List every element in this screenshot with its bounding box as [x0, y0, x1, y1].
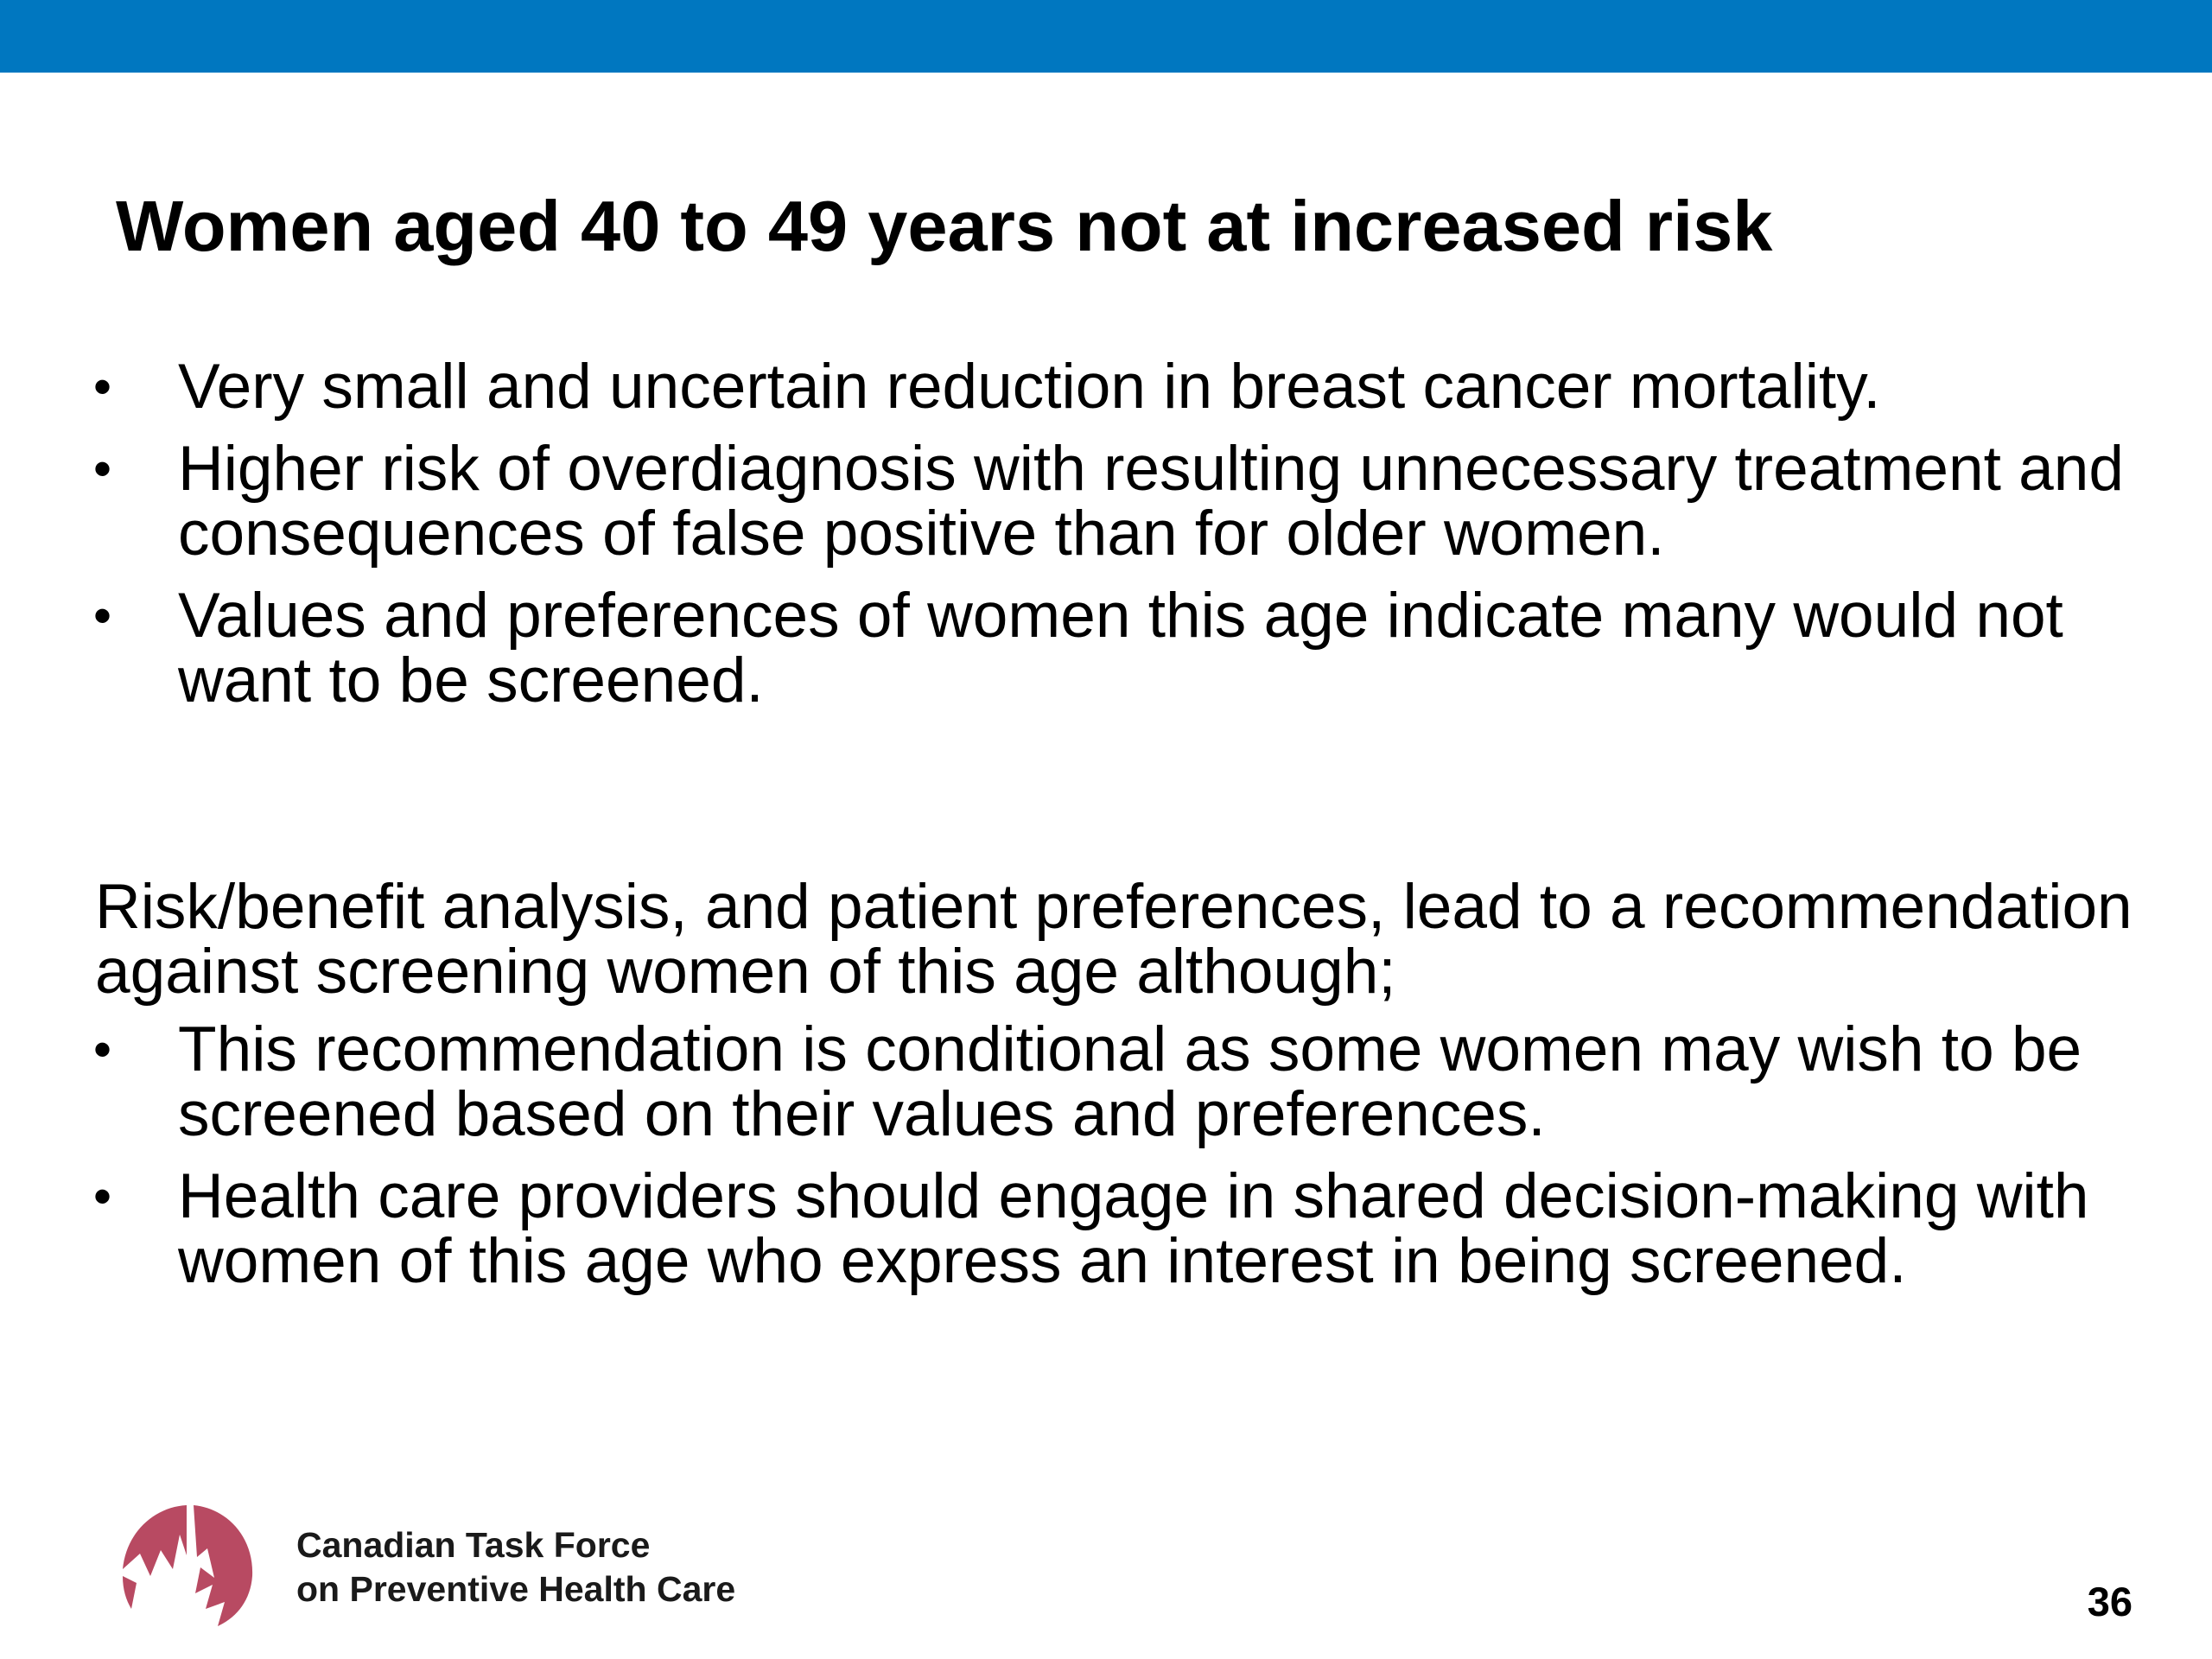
page-number: 36	[2087, 1579, 2133, 1624]
bullet-text: Very small and uncertain reduction in br…	[178, 352, 1881, 422]
bullet-text: Health care providers should engage in s…	[178, 1161, 2089, 1296]
list-item: • Very small and uncertain reduction in …	[93, 354, 2150, 419]
bullet-icon: •	[93, 358, 112, 416]
bullet-icon: •	[93, 440, 112, 498]
header-bar	[0, 0, 2212, 73]
list-item: • Values and preferences of women this a…	[93, 583, 2150, 713]
bullet-icon: •	[93, 587, 112, 645]
benefits-harms-list: • Very small and uncertain reduction in …	[93, 354, 2150, 730]
bullet-text: This recommendation is conditional as so…	[178, 1014, 2082, 1149]
organization-name: Canadian Task Force on Preventive Health…	[296, 1523, 735, 1611]
bullet-icon: •	[93, 1167, 112, 1225]
org-line-2: on Preventive Health Care	[296, 1569, 736, 1609]
recommendation-paragraph: Risk/benefit analysis, and patient prefe…	[95, 872, 2133, 1007]
bullet-text: Higher risk of overdiagnosis with result…	[178, 434, 2124, 569]
org-line-1: Canadian Task Force	[296, 1525, 651, 1565]
recommendation-conditions-list: • This recommendation is conditional as …	[93, 1017, 2150, 1311]
list-item: • This recommendation is conditional as …	[93, 1017, 2150, 1147]
slide-title: Women aged 40 to 49 years not at increas…	[116, 186, 1773, 266]
list-item: • Health care providers should engage in…	[93, 1164, 2150, 1294]
list-item: • Higher risk of overdiagnosis with resu…	[93, 436, 2150, 566]
maple-leaf-circle-icon	[123, 1505, 253, 1626]
bullet-text: Values and preferences of women this age…	[178, 581, 2063, 715]
bullet-icon: •	[93, 1020, 112, 1078]
